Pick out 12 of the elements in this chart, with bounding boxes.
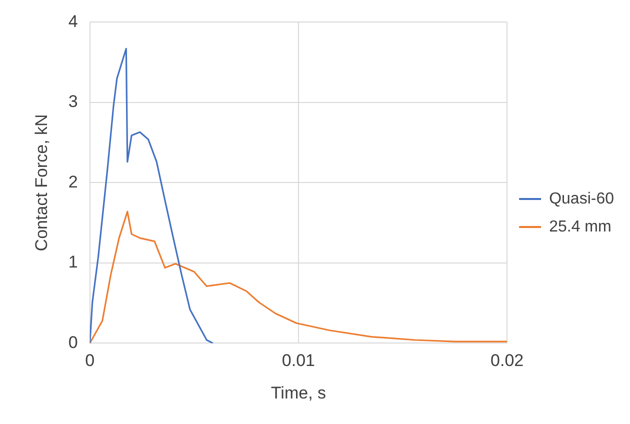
y-tick-label: 1 [68, 252, 78, 272]
x-tick-label: 0.02 [490, 351, 524, 370]
legend-label: Quasi-60 [549, 190, 614, 208]
x-tick-label: 0 [85, 351, 95, 370]
y-tick-label: 0 [68, 332, 78, 352]
y-axis-title: Contact Force, kN [32, 114, 51, 252]
legend-label: 25.4 mm [549, 218, 612, 236]
y-tick-label: 3 [68, 92, 78, 112]
x-tick-label: 0.01 [282, 351, 316, 370]
x-axis-title: Time, s [270, 383, 326, 402]
y-tick-label: 4 [68, 12, 78, 31]
y-tick-label: 2 [68, 172, 78, 192]
